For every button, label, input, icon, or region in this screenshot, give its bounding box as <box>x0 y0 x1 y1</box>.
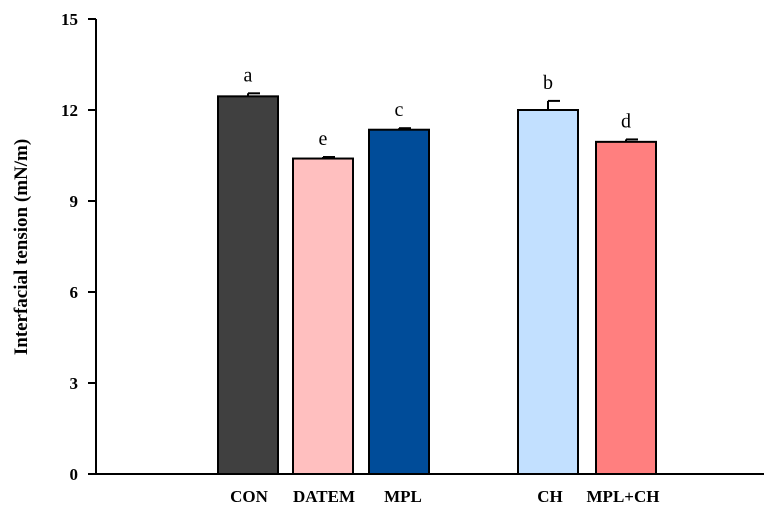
significance-label: a <box>244 64 253 86</box>
bars-group: a CON e DATEM c MPL b CH d MPL+CH <box>217 64 660 506</box>
x-tick-label: MPL <box>384 487 422 506</box>
x-tick-label: DATEM <box>293 487 355 506</box>
bar <box>517 109 579 475</box>
significance-label: c <box>395 99 404 121</box>
significance-label: e <box>319 128 328 150</box>
x-tick-label: CON <box>230 487 269 506</box>
bar <box>368 128 430 475</box>
significance-label: d <box>621 110 631 132</box>
y-tick-label: 0 <box>70 465 79 484</box>
x-tick-label: MPL+CH <box>587 487 660 506</box>
significance-label: b <box>543 72 553 94</box>
y-tick-label: 9 <box>70 192 79 211</box>
y-tick-label: 15 <box>61 10 78 29</box>
x-tick-label: CH <box>537 487 563 506</box>
y-tick-label: 12 <box>61 101 78 120</box>
y-axis-label: Interfacial tension (mN/m) <box>11 139 32 355</box>
y-tick-label: 3 <box>70 374 79 393</box>
bar <box>292 157 354 476</box>
bar <box>217 95 279 475</box>
y-tick-label: 6 <box>70 283 79 302</box>
bar <box>595 140 657 475</box>
